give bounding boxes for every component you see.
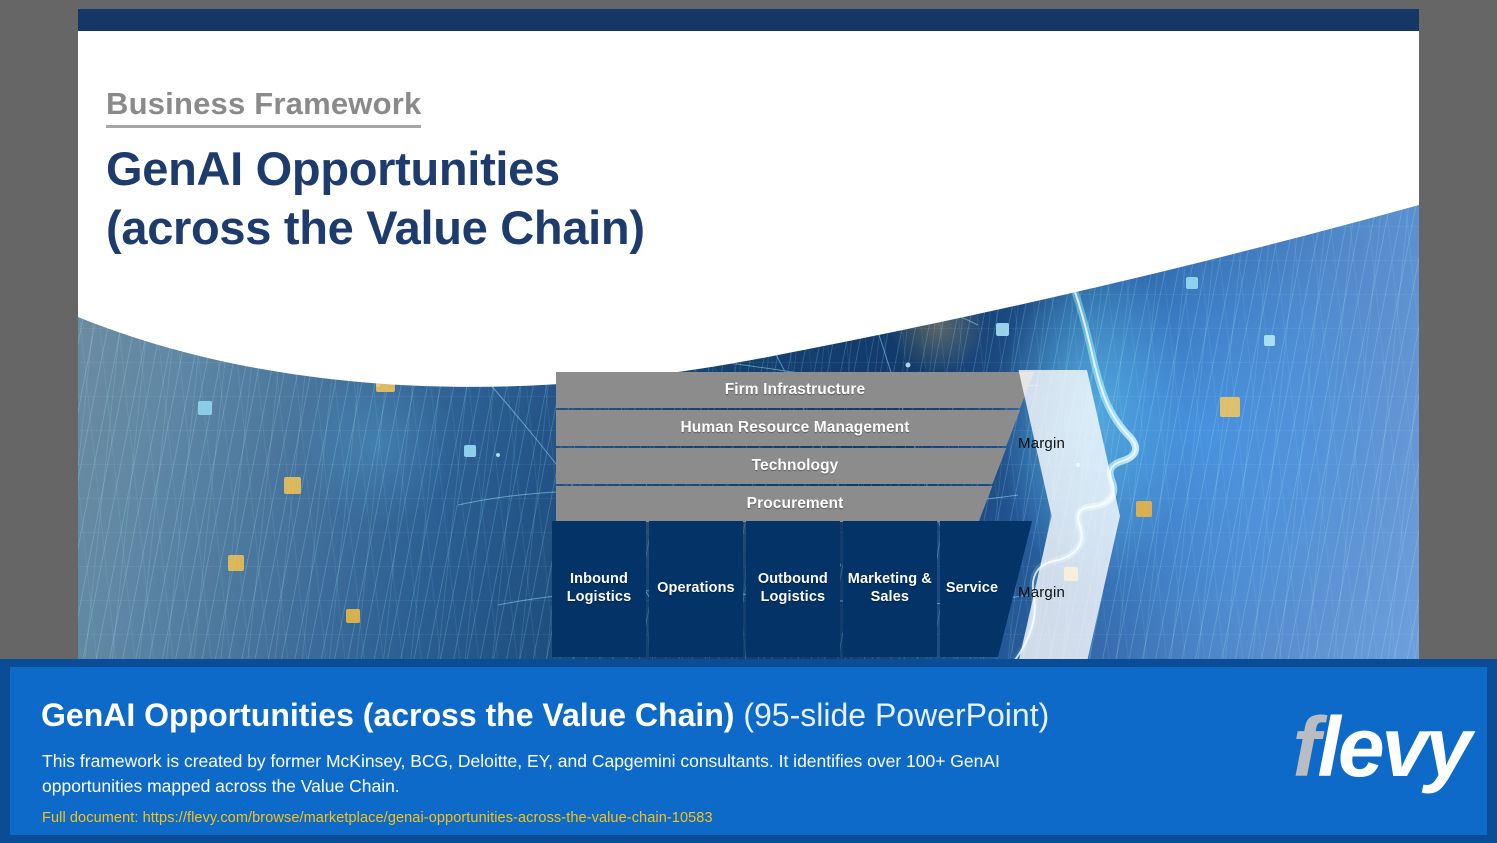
support-activity-label: Firm Infrastructure xyxy=(724,381,866,398)
title-block: Business Framework GenAI Opportunities (… xyxy=(106,86,1006,258)
slide-canvas: Business Framework GenAI Opportunities (… xyxy=(78,9,1419,669)
value-chain-diagram: Firm Infrastructure Human Resource Manag… xyxy=(552,370,1120,664)
support-activity-technology[interactable]: Technology xyxy=(556,448,1007,484)
flevy-logo[interactable]: flevy xyxy=(1293,705,1472,789)
support-activity-human-resource-management[interactable]: Human Resource Management xyxy=(556,410,1021,446)
support-activity-label: Procurement xyxy=(746,495,844,512)
flevy-logo-levy: levy xyxy=(1317,700,1472,794)
slide-top-accent-bar xyxy=(78,9,1419,31)
flevy-logo-f: f xyxy=(1292,700,1321,794)
primary-activities-group: Inbound Logistics Operations Outbound Lo… xyxy=(552,521,1033,657)
support-activities-group: Firm Infrastructure Human Resource Manag… xyxy=(556,372,1034,524)
margin-label-primary: Margin xyxy=(1018,584,1066,601)
footer-title-light: (95-slide PowerPoint) xyxy=(743,697,1050,733)
primary-activity-marketing-and-sales[interactable]: Marketing & Sales xyxy=(842,521,937,657)
footer-banner-border: GenAI Opportunities (across the Value Ch… xyxy=(0,659,1497,843)
support-activity-label: Human Resource Management xyxy=(680,419,910,436)
footer-title: GenAI Opportunities (across the Value Ch… xyxy=(41,697,1050,733)
page-title: GenAI Opportunities (across the Value Ch… xyxy=(106,140,1006,258)
footer-banner: GenAI Opportunities (across the Value Ch… xyxy=(10,667,1487,835)
eyebrow-label: Business Framework xyxy=(106,86,422,129)
page-title-line-2: (across the Value Chain) xyxy=(106,200,645,254)
primary-activity-inbound-logistics[interactable]: Inbound Logistics xyxy=(552,521,646,657)
support-activity-firm-infrastructure[interactable]: Firm Infrastructure xyxy=(556,372,1034,408)
footer-title-bold: GenAI Opportunities (across the Value Ch… xyxy=(41,697,735,733)
support-activity-label: Technology xyxy=(751,457,839,474)
primary-activity-outbound-logistics[interactable]: Outbound Logistics xyxy=(745,521,840,657)
margin-label-support: Margin xyxy=(1018,435,1066,452)
footer-description: This framework is created by former McKi… xyxy=(42,751,1000,797)
support-activity-procurement[interactable]: Procurement xyxy=(556,486,993,522)
footer-document-link[interactable]: Full document: https://flevy.com/browse/… xyxy=(42,810,713,826)
primary-activity-operations[interactable]: Operations xyxy=(648,521,743,657)
page-title-line-1: GenAI Opportunities xyxy=(106,142,560,196)
